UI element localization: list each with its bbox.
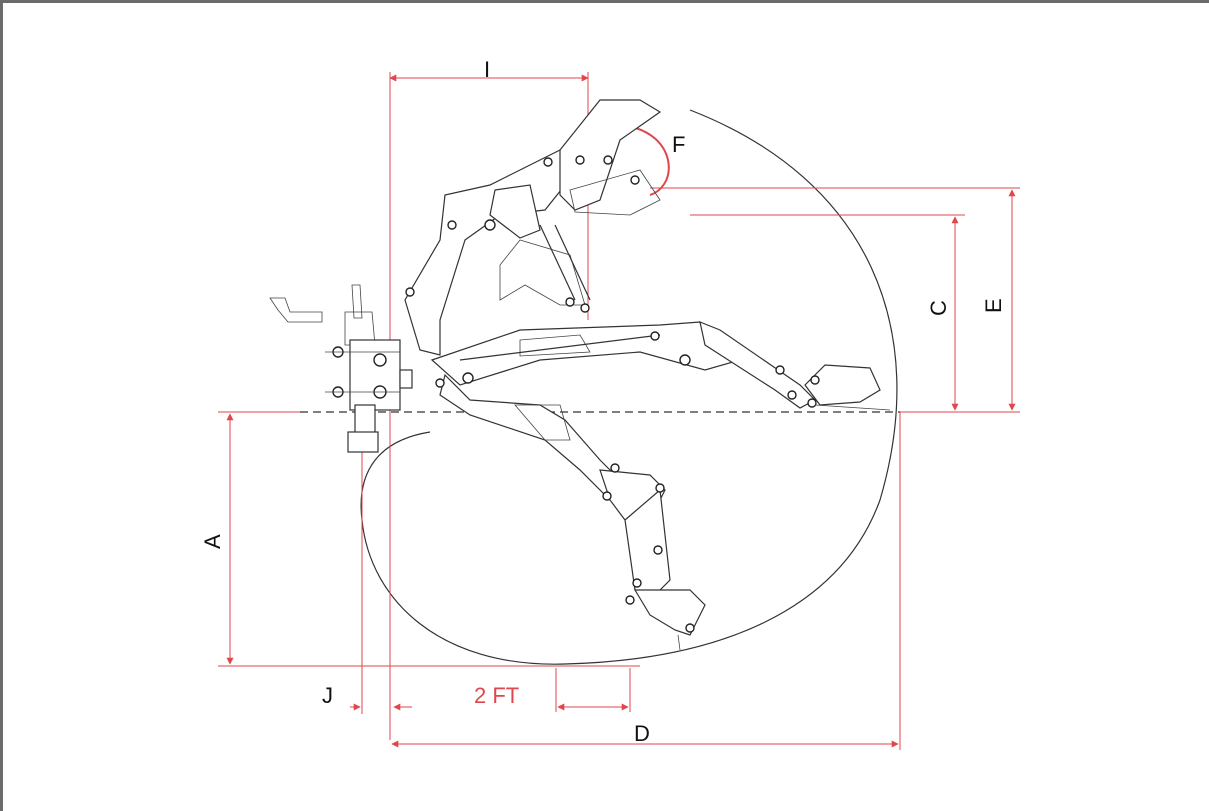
dimension-j	[350, 440, 412, 714]
boom-extended	[430, 321, 891, 411]
boom-lowered	[435, 372, 706, 651]
label-i: I	[484, 57, 490, 82]
dimension-a	[218, 411, 640, 667]
label-e: E	[981, 298, 1006, 313]
dimension-e	[650, 187, 1020, 413]
label-c: C	[926, 300, 951, 316]
label-f: F	[672, 132, 685, 157]
scale-bar	[555, 668, 631, 712]
dimension-d	[391, 412, 901, 750]
dimension-c	[690, 214, 965, 411]
tractor-mount	[269, 284, 413, 453]
frame-left-border	[0, 0, 3, 811]
label-scale: 2 FT	[474, 683, 519, 708]
frame-top-border	[0, 0, 1209, 3]
label-j: J	[322, 683, 333, 708]
label-a: A	[200, 534, 225, 549]
label-d: D	[634, 721, 650, 746]
boom-raised	[404, 99, 662, 356]
